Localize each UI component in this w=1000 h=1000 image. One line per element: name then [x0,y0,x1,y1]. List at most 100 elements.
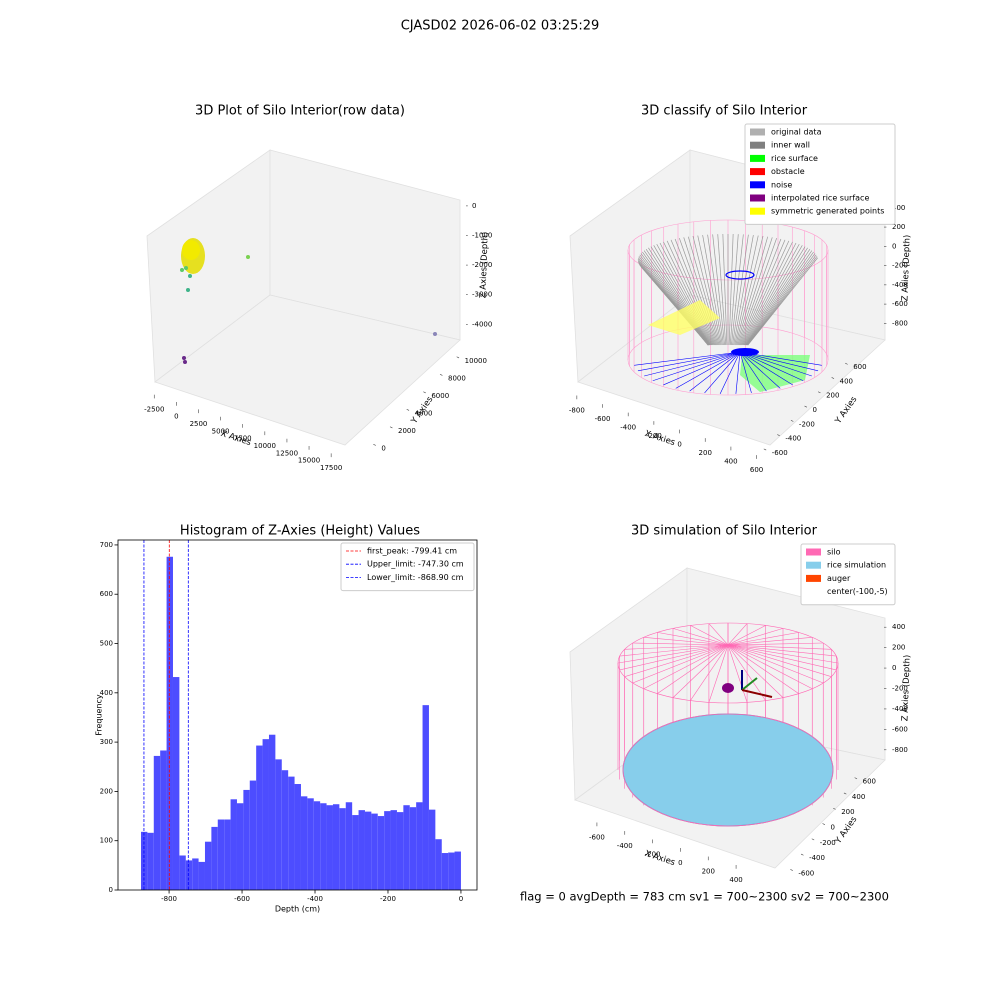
wire [643,644,729,689]
tick-mark [456,356,460,359]
wire [741,240,790,346]
wire [644,351,741,377]
wire [733,234,754,346]
wire [639,254,709,346]
legend-label: Lower_limit: -868.90 cm [367,573,464,582]
y-tick-label: 300 [100,738,113,746]
bar [275,759,282,890]
symmetric-points [648,300,720,335]
bar [172,677,180,890]
z-tick-label: -400 [892,705,908,713]
wire [632,642,729,646]
tick-mark [833,807,836,810]
bar [153,755,161,890]
wire [745,247,808,346]
wire [744,246,806,346]
noise [725,270,755,280]
bar [198,861,205,890]
legend-label: silo [827,548,841,557]
bar [390,810,397,890]
wire [707,234,724,346]
x-tick-label: 17500 [320,464,342,472]
wire [727,644,837,657]
wire [735,351,741,394]
z-tick-label: -600 [892,725,908,733]
wire [653,245,712,346]
wire [638,256,709,346]
wire [672,644,729,698]
legend-label: interpolated rice surface [771,194,869,203]
wire [743,243,800,346]
wire [727,642,824,646]
bar [409,807,417,890]
axes-frame [117,539,478,891]
bar [313,801,321,890]
legend-box [800,543,896,606]
silo-wire [627,219,829,396]
noise [731,348,759,356]
wire [619,644,729,671]
rice-simulation [622,713,834,827]
wire [617,622,839,704]
z-tick-label: -800 [892,746,908,754]
wire [663,351,741,386]
tick-mark [817,391,821,394]
wire [746,250,813,346]
wire [645,249,711,346]
bar [160,750,167,890]
wire [737,237,773,346]
bar [204,841,212,890]
z-tick-label: 400 [892,204,905,212]
bar [320,803,327,890]
y-tick-label: 0 [381,444,385,452]
z-tick-label: -200 [892,262,908,270]
bar [377,816,385,890]
subplot-title: 3D Plot of Silo Interior(row data) [195,104,405,119]
wire [666,240,715,346]
wire [717,234,727,346]
tick-mark [790,420,794,422]
y-tick-label: -200 [799,420,815,428]
wire [712,234,725,346]
rice-surface [740,355,810,392]
bar [249,780,257,890]
wire [739,351,812,377]
legend-label: noise [771,180,792,189]
wire [619,644,729,657]
legend-swatch [806,574,821,582]
bar [179,855,186,890]
wire [675,351,741,389]
wire [727,644,824,684]
auger-axis [741,689,773,698]
tick-mark [845,362,848,365]
bar [230,799,237,890]
tick-mark [800,853,804,856]
legend-swatch [750,207,765,215]
wire [702,234,723,346]
bar [268,734,276,890]
wire [722,234,728,346]
bar [288,776,295,890]
wire [692,235,721,346]
legend-label: rice surface [771,154,818,163]
bar [262,739,269,890]
y-tick-label: -600 [772,449,788,457]
x-tick-label: 600 [750,466,763,474]
x-tick-label: -200 [645,850,661,858]
bar [358,810,365,890]
legend-label: rice simulation [827,561,886,570]
subplot-title: 3D simulation of Silo Interior [631,524,818,539]
legend-label: Upper_limit: -747.30 cm [367,560,464,569]
y-tick-label: -600 [798,869,814,877]
z-tick-label: -1000 [472,231,492,239]
tick-mark [389,426,393,429]
x-tick-label: 7500 [234,435,252,443]
wire [697,235,722,346]
wire [728,234,734,346]
y-tick-label: 400 [840,377,853,385]
bar [441,853,449,890]
x-tick-label: 12500 [276,449,298,457]
wire [727,644,799,694]
subplot-title: Histogram of Z-Axies (Height) Values [180,524,420,539]
wire [727,644,832,650]
